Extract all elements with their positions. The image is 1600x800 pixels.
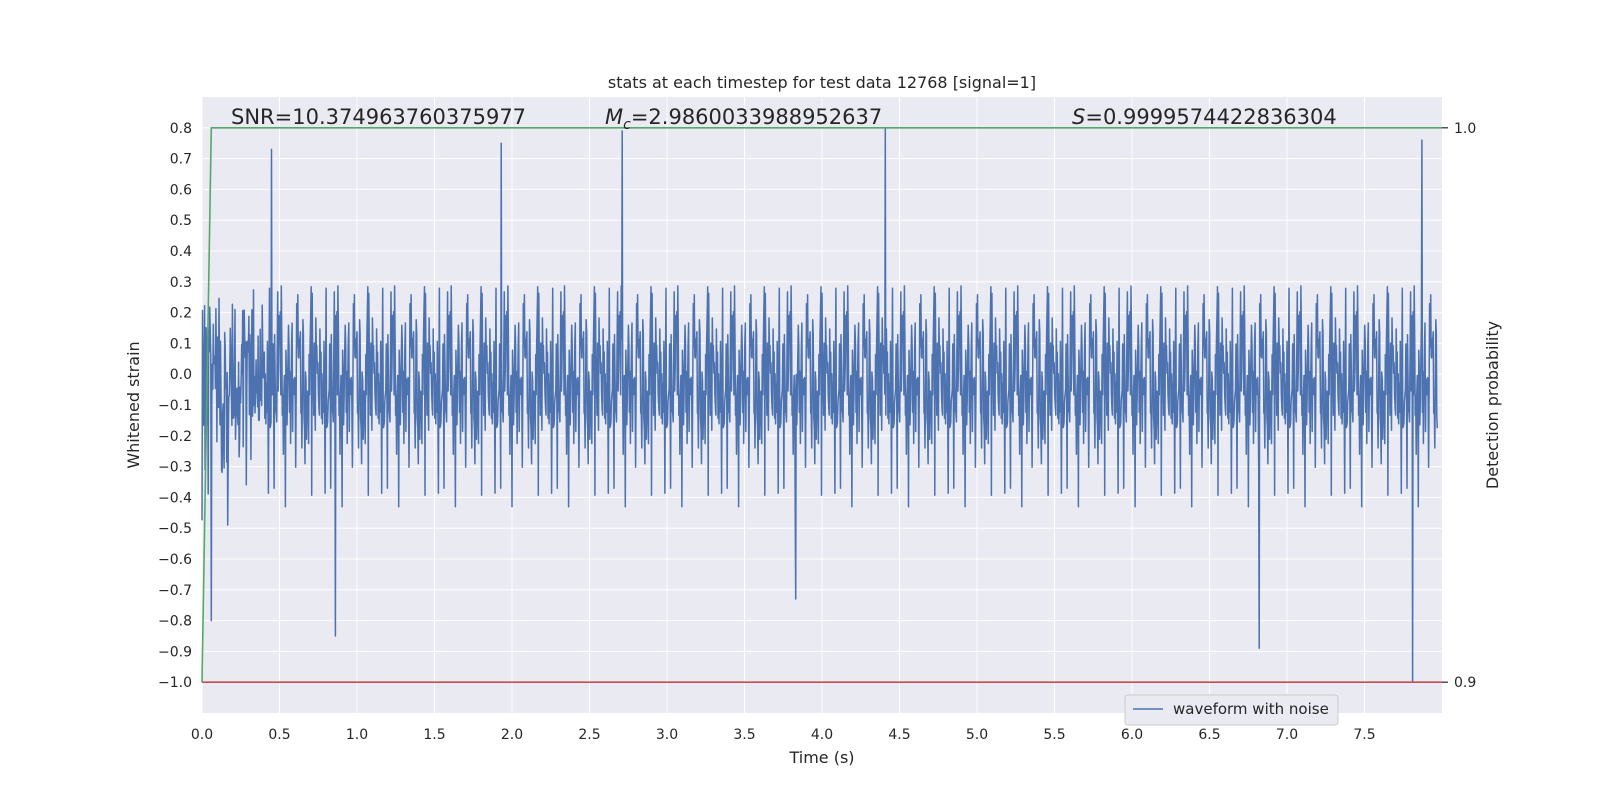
chirp-mass-value: =2.9860033988952637	[631, 105, 882, 129]
x-tick-label: 6.0	[1121, 727, 1143, 743]
x-tick-label: 1.5	[423, 727, 445, 743]
waveform-line	[201, 127, 1439, 683]
y-tick-label: −0.3	[158, 460, 192, 476]
y-tick-label: 0.5	[170, 213, 192, 229]
y-tick-label: 0.2	[170, 306, 192, 322]
snr-annotation: SNR=10.374963760375977	[231, 105, 526, 129]
y-tick-label: 0.1	[170, 336, 192, 352]
y-tick-label: 0.6	[170, 182, 192, 198]
y-tick-label: 0.0	[170, 367, 192, 383]
probability-series	[201, 127, 1442, 683]
chart-title: stats at each timestep for test data 127…	[608, 73, 1036, 92]
x-tick-label: 0.5	[268, 727, 290, 743]
chirp-mass-annotation: Mc=2.9860033988952637	[605, 105, 882, 133]
legend: waveform with noise	[1124, 694, 1339, 726]
waveform-series	[201, 127, 1439, 683]
x-axis-label: Time (s)	[788, 748, 854, 767]
y-tick-label: −0.2	[158, 429, 192, 445]
y-tick-label: 0.7	[170, 152, 192, 168]
x-tick-label: 2.0	[501, 727, 523, 743]
x-tick-label: 4.5	[888, 727, 910, 743]
y-tick-label: −0.4	[158, 490, 192, 506]
legend-box	[1124, 694, 1339, 726]
y-axis-ticks: −1.0 −0.9 −0.8 −0.7 −0.6 −0.5 −0.4 −0.3 −0.2 −0.1…	[158, 121, 192, 691]
x-tick-label: 5.5	[1043, 727, 1065, 743]
x-axis-ticks: 0.0 0.5 1.0 1.5 2.0 2.5 3.0 3.5 4.0 4.5 5.0 5.5 6.0 6…	[191, 727, 1376, 743]
y2-tick-label: 1.0	[1454, 121, 1476, 137]
chirp-mass-subscript: c	[623, 117, 631, 133]
score-annotation: S=0.9999574422836304	[1072, 105, 1337, 129]
y2-tick-label: 0.9	[1454, 675, 1476, 691]
x-tick-label: 6.5	[1198, 727, 1220, 743]
y-tick-label: −0.8	[158, 614, 192, 630]
detection-probability-line	[201, 127, 1442, 683]
y-tick-label: −0.9	[158, 644, 192, 660]
y2-axis-ticks: 0.9 1.0	[1442, 121, 1476, 691]
x-tick-label: 7.0	[1276, 727, 1298, 743]
y-tick-label: 0.3	[170, 275, 192, 291]
x-tick-label: 3.5	[733, 727, 755, 743]
legend-label: waveform with noise	[1173, 700, 1329, 718]
x-tick-label: 7.5	[1353, 727, 1375, 743]
y-tick-label: −0.1	[158, 398, 192, 414]
x-tick-label: 1.0	[346, 727, 368, 743]
y-tick-label: 0.4	[170, 244, 192, 260]
x-tick-label: 4.0	[811, 727, 833, 743]
score-symbol: S	[1072, 105, 1085, 129]
chirp-mass-symbol: M	[605, 105, 623, 129]
score-value: =0.9999574422836304	[1085, 105, 1336, 129]
x-tick-label: 2.5	[578, 727, 600, 743]
x-tick-label: 3.0	[656, 727, 678, 743]
x-tick-label: 0.0	[191, 727, 213, 743]
y-tick-label: −0.6	[158, 552, 192, 568]
y-axis-label: Whitened strain	[124, 341, 143, 468]
y-tick-label: −0.7	[158, 583, 192, 599]
y-tick-label: −1.0	[158, 675, 192, 691]
x-tick-label: 5.0	[966, 727, 988, 743]
y-tick-label: 0.8	[170, 121, 192, 137]
y-tick-label: −0.5	[158, 521, 192, 537]
y2-axis-label: Detection probability	[1483, 321, 1502, 489]
